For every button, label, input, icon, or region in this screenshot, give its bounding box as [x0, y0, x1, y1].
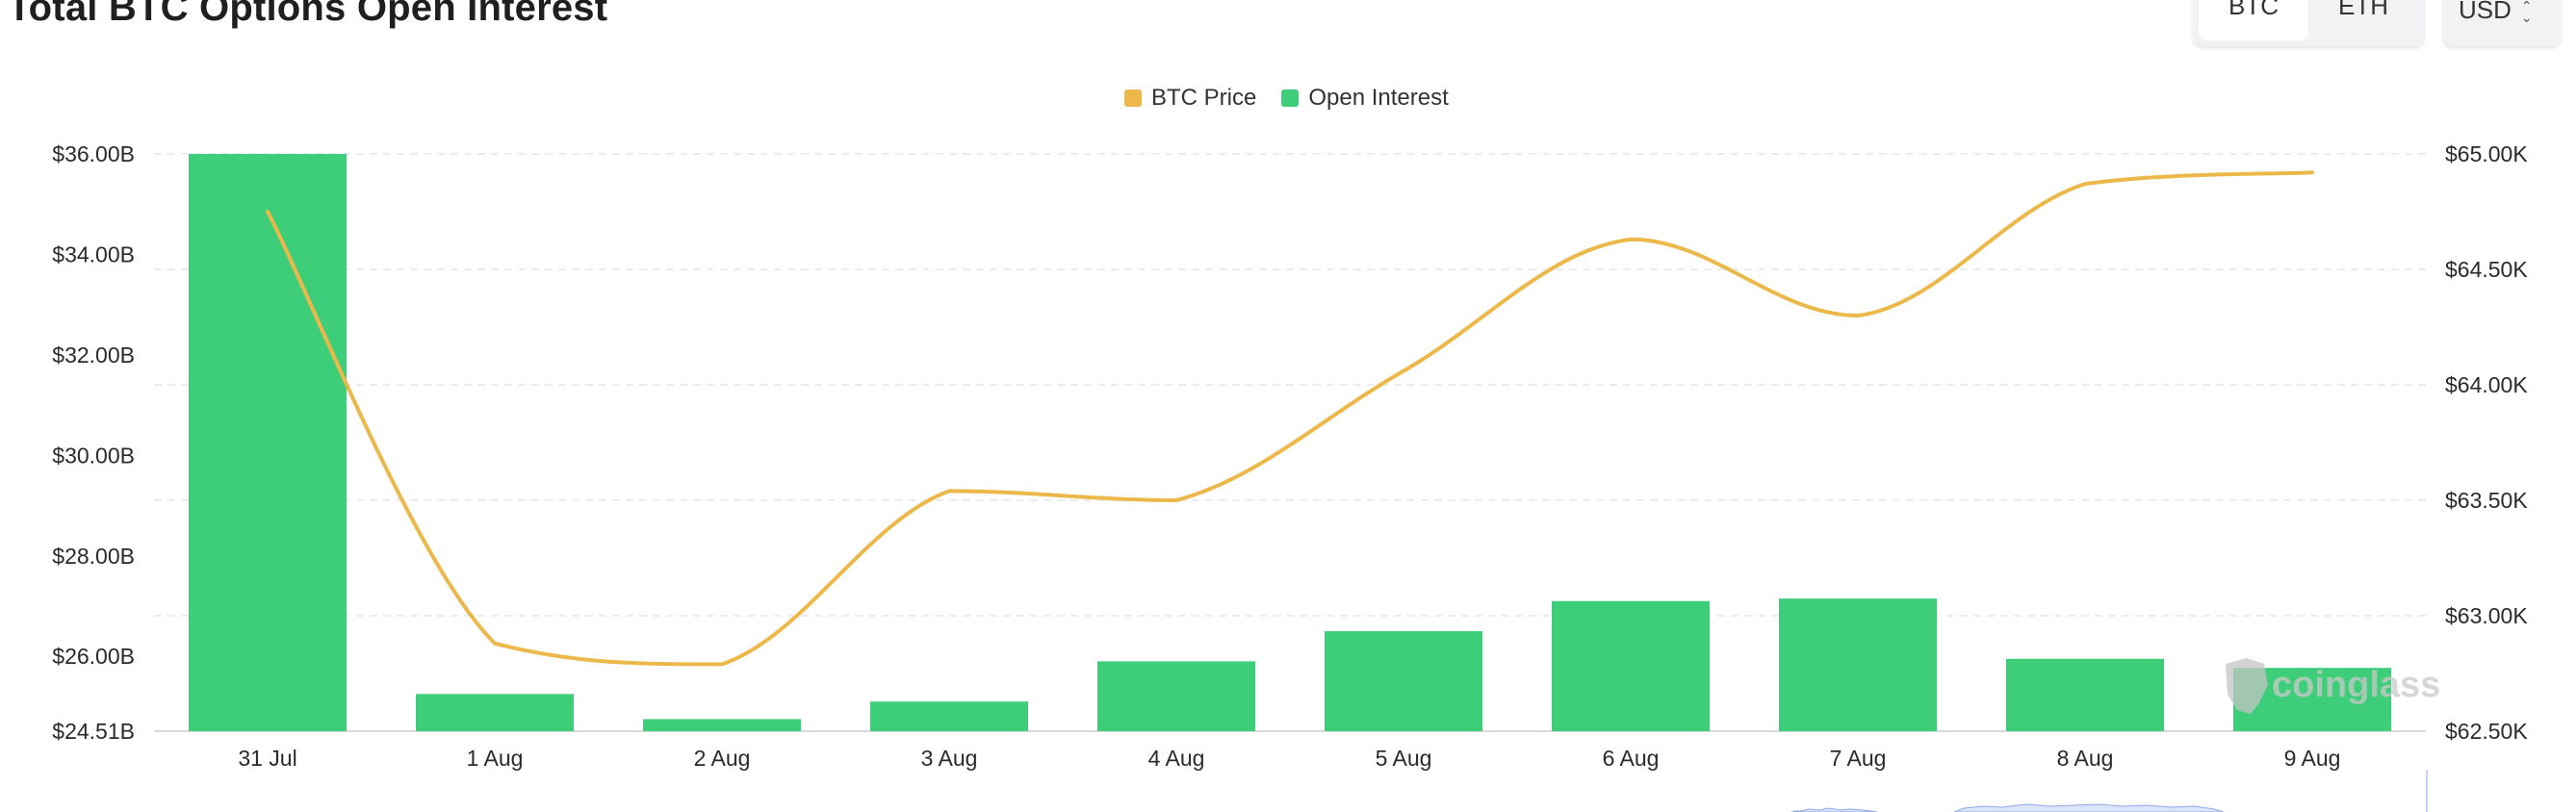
right-axis-tick-label: $62.50K [2445, 719, 2528, 744]
right-axis-tick-label: $64.50K [2445, 257, 2528, 282]
chevron-up-down-icon: ⌃ ⌄ [2520, 0, 2533, 25]
open-interest-bar [2006, 658, 2164, 731]
coinglass-logo-icon [2226, 658, 2268, 714]
right-axis-tick-label: $65.00K [2445, 141, 2528, 166]
open-interest-bar [416, 694, 574, 731]
range-navigator[interactable] [1790, 793, 2426, 812]
open-interest-bar [1097, 661, 1255, 731]
left-axis-ticks: $36.00B $34.00B $32.00B $30.00B $28.00B $26.0… [52, 141, 135, 744]
legend-label-btc-price: BTC Price [1151, 85, 1257, 111]
currency-value: USD [2459, 0, 2512, 24]
currency-select[interactable]: USD ⌃ ⌄ [2443, 0, 2561, 46]
right-axis-ticks: $65.00K $64.50K $64.00K $63.50K $63.00K $62.5… [2445, 141, 2528, 744]
legend-item-open-interest[interactable]: Open Interest [1281, 85, 1449, 112]
legend-label-open-interest: Open Interest [1308, 85, 1449, 111]
x-axis-tick-label: 4 Aug [1148, 746, 1205, 771]
btc-price-line-group [266, 170, 2314, 667]
asset-eth-button[interactable]: ETH [2338, 0, 2388, 20]
left-axis-tick-label: $24.51B [52, 719, 135, 744]
x-axis-ticks: 31 Jul 1 Aug 2 Aug 3 Aug 4 Aug 5 Aug 6 Aug 7 Au… [238, 746, 2340, 771]
left-axis-tick-label: $34.00B [52, 241, 135, 266]
open-interest-bar [1325, 631, 1482, 731]
x-axis-tick-label: 5 Aug [1376, 746, 1432, 771]
btc-price-line [266, 170, 2314, 667]
x-axis-tick-label: 3 Aug [921, 746, 978, 771]
open-interest-bar [1779, 598, 1937, 731]
asset-btc-button[interactable]: BTC [2199, 0, 2308, 40]
left-axis-tick-label: $28.00B [52, 544, 135, 569]
left-axis-tick-label: $32.00B [52, 343, 135, 368]
right-axis-tick-label: $63.50K [2445, 488, 2528, 513]
navigator-preview [1790, 803, 2225, 812]
left-axis-tick-label: $30.00B [52, 443, 135, 468]
x-axis-tick-label: 7 Aug [1830, 746, 1887, 771]
x-axis-tick-label: 9 Aug [2284, 746, 2341, 771]
open-interest-bar [1552, 600, 1710, 731]
open-interest-bars [189, 154, 2391, 731]
x-axis-tick-label: 2 Aug [694, 746, 751, 771]
open-interest-bar [189, 154, 347, 731]
watermark-text: coinglass [2272, 665, 2440, 705]
left-axis-tick-label: $36.00B [52, 141, 135, 166]
coinglass-watermark: coinglass [2226, 658, 2440, 714]
navigator-handle[interactable] [2426, 770, 2428, 812]
asset-toggle: BTC ETH [2193, 0, 2424, 46]
legend-swatch-btc-price [1124, 89, 1142, 107]
page-title: Total BTC Options Open Interest [8, 0, 608, 29]
x-axis-tick-label: 8 Aug [2057, 746, 2114, 771]
x-axis-tick-label: 1 Aug [467, 746, 524, 771]
right-axis-tick-label: $64.00K [2445, 372, 2528, 397]
right-axis-tick-label: $63.00K [2445, 603, 2528, 628]
x-axis-tick-label: 6 Aug [1603, 746, 1660, 771]
open-interest-bar [870, 701, 1028, 731]
open-interest-bar [643, 719, 801, 731]
x-axis-tick-label: 31 Jul [238, 746, 296, 771]
legend-swatch-open-interest [1281, 89, 1300, 107]
chart-legend: BTC Price Open Interest [1124, 85, 1449, 112]
left-axis-tick-label: $26.00B [52, 644, 135, 669]
legend-item-btc-price[interactable]: BTC Price [1124, 85, 1256, 112]
